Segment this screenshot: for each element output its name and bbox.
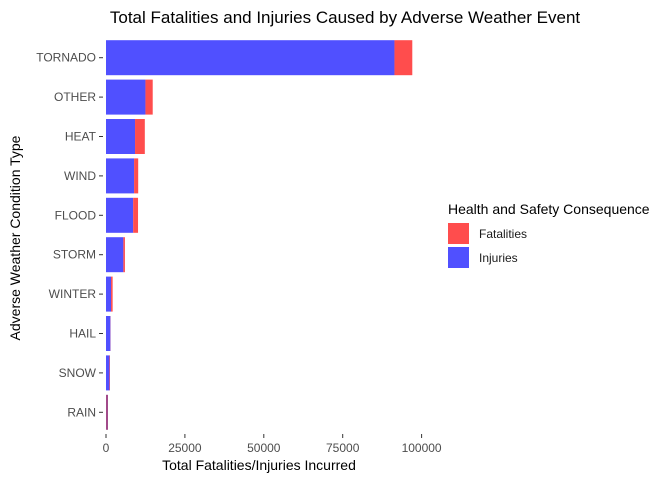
legend: Health and Safety Consequence Fatalities…	[448, 201, 650, 268]
y-tick-label: HAIL	[69, 327, 96, 341]
y-tick-label: WIND	[64, 169, 96, 183]
bar-rain	[106, 394, 108, 430]
bar-fatalities-storm	[123, 237, 125, 273]
bar-fatalities-heat	[135, 119, 145, 154]
x-tick-label: 25000	[168, 441, 202, 455]
legend-title: Health and Safety Consequence	[448, 201, 650, 217]
y-tick-label: TORNADO	[36, 51, 96, 65]
legend-swatch-injuries	[448, 247, 469, 268]
bar-injuries-snow	[106, 355, 110, 391]
y-tick-label: WINTER	[49, 287, 97, 301]
legend-label-injuries: Injuries	[479, 251, 518, 265]
bar-fatalities-flood	[133, 197, 139, 233]
bar-injuries-tornado	[106, 40, 395, 76]
x-tick-label: 50000	[247, 441, 281, 455]
x-axis: 0 25000 50000 75000 100000	[103, 434, 442, 455]
plot-area	[106, 40, 413, 430]
legend-label-fatalities: Fatalities	[479, 227, 527, 241]
bar-injuries-heat	[106, 119, 136, 154]
y-axis: TORNADO OTHER HEAT WIND FLOOD STORM WINTER HAIL…	[36, 51, 103, 419]
x-tick-label: 100000	[402, 441, 442, 455]
bar-injuries-storm	[106, 237, 124, 273]
y-tick-label: STORM	[53, 248, 96, 262]
x-axis-title: Total Fatalities/Injuries Incurred	[162, 457, 356, 473]
bar-fatalities-snow	[109, 355, 110, 391]
bar-fatalities-tornado	[394, 40, 413, 76]
bar-fatalities-winter	[111, 276, 113, 312]
bar-injuries-other	[106, 79, 146, 115]
bar-injuries-hail	[106, 316, 111, 351]
bar-injuries-winter	[106, 276, 112, 312]
y-tick-label: FLOOD	[55, 208, 97, 222]
bar-fatalities-other	[145, 79, 153, 115]
legend-swatch-fatalities	[448, 223, 469, 244]
bar-injuries-wind	[106, 158, 135, 194]
y-axis-title: Adverse Weather Condition Type	[7, 135, 23, 340]
bar-fatalities-wind	[134, 158, 139, 194]
chart-title: Total Fatalities and Injuries Caused by …	[110, 8, 581, 27]
x-tick-label: 75000	[326, 441, 360, 455]
bar-injuries-flood	[106, 197, 134, 233]
x-tick-label: 0	[103, 441, 110, 455]
y-tick-label: SNOW	[59, 366, 97, 380]
y-tick-label: RAIN	[67, 405, 96, 419]
y-tick-label: OTHER	[54, 90, 96, 104]
y-tick-label: HEAT	[65, 130, 97, 144]
